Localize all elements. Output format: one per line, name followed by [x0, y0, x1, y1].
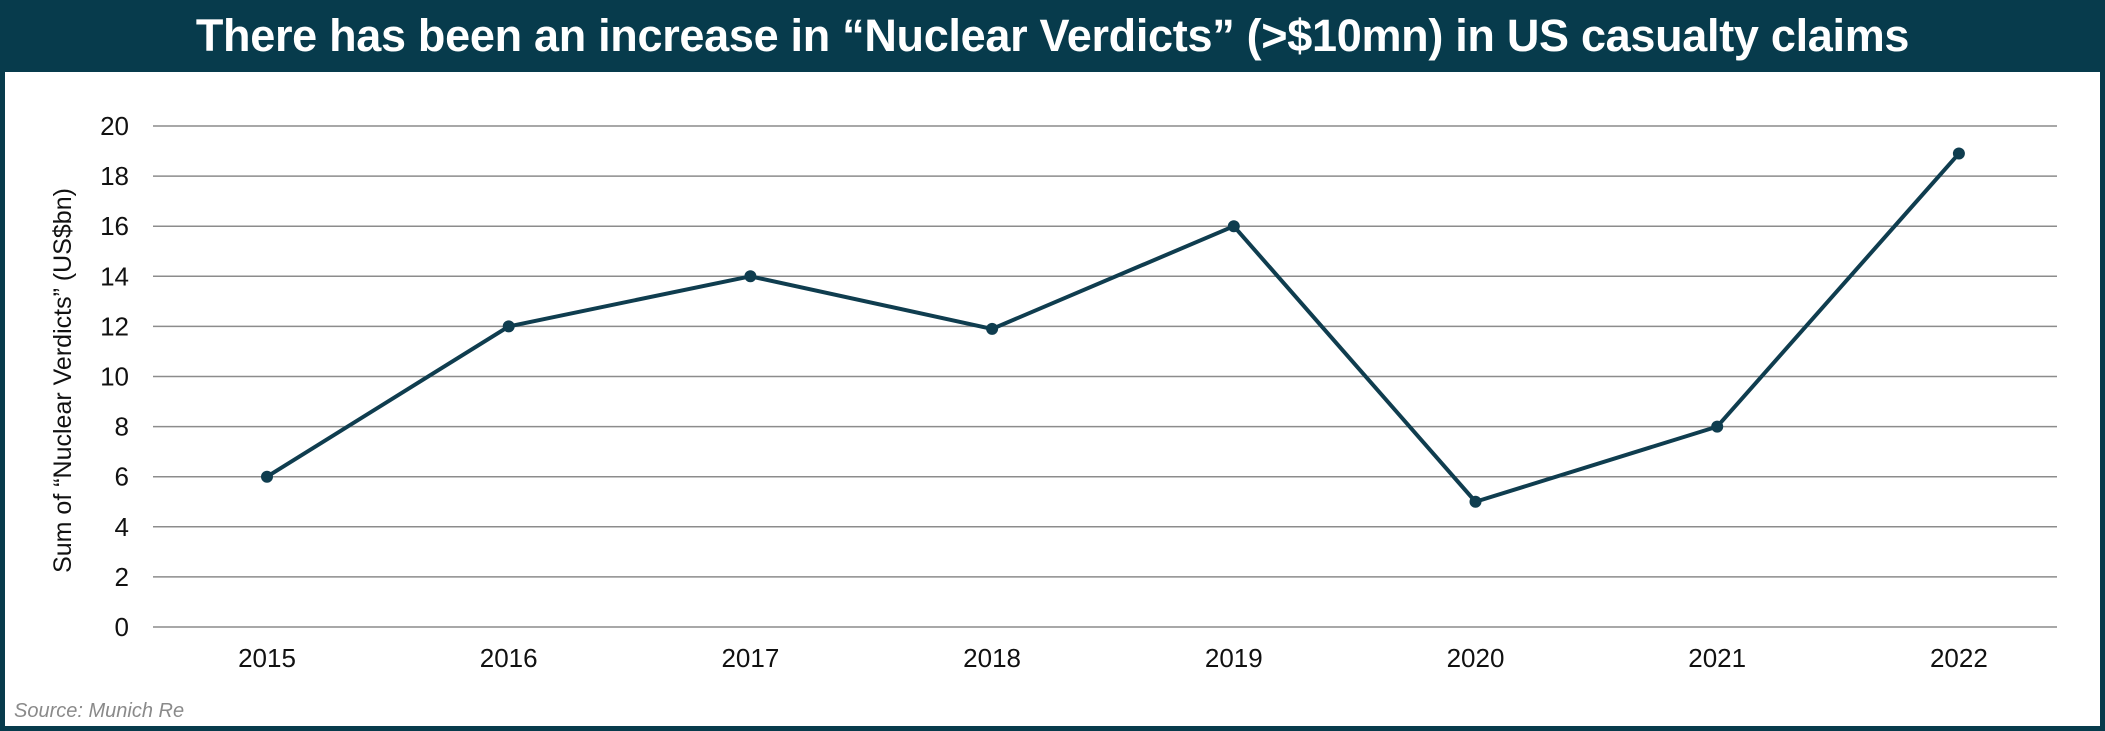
chart-title: There has been an increase in “Nuclear V…: [195, 10, 1910, 61]
x-tick-label: 2021: [1688, 643, 1746, 673]
y-tick-label: 0: [115, 612, 129, 642]
y-tick-label: 16: [100, 211, 129, 241]
x-tick-label: 2020: [1447, 643, 1505, 673]
y-tick-label: 14: [100, 261, 129, 291]
y-tick-label: 12: [100, 311, 129, 341]
x-tick-label: 2018: [963, 643, 1021, 673]
gridlines: [153, 125, 2057, 628]
data-point-2018: [986, 322, 999, 335]
y-axis-ticks: 0 2 4 6 8 10 12 14 16 18 20: [100, 111, 129, 642]
x-tick-label: 2017: [721, 643, 779, 673]
x-tick-label: 2022: [1930, 643, 1988, 673]
source-note: Source: Munich Re: [14, 700, 185, 722]
data-point-2016: [502, 320, 515, 333]
y-tick-label: 10: [100, 362, 129, 392]
x-axis-ticks: 2015 2016 2017 2018 2019 2020 2021 2022: [238, 643, 1988, 673]
data-point-2020: [1469, 495, 1482, 508]
y-axis-label: Sum of “Nuclear Verdicts” (US$bn): [49, 188, 77, 573]
x-tick-label: 2016: [480, 643, 538, 673]
y-tick-label: 2: [115, 562, 129, 592]
y-tick-label: 8: [115, 412, 129, 442]
series-layer: [261, 147, 1965, 508]
x-tick-label: 2019: [1205, 643, 1263, 673]
y-tick-label: 4: [115, 512, 129, 542]
chart-panel: [5, 72, 2100, 726]
data-point-2021: [1711, 420, 1724, 433]
data-point-2022: [1952, 147, 1965, 160]
title-bar: There has been an increase in “Nuclear V…: [0, 0, 2105, 72]
y-tick-label: 20: [100, 111, 129, 141]
data-point-2017: [744, 270, 757, 283]
y-tick-label: 6: [115, 462, 129, 492]
series-line: [265, 152, 1961, 504]
data-point-2019: [1227, 220, 1240, 233]
data-point-2015: [261, 470, 273, 483]
x-tick-label: 2015: [238, 643, 296, 673]
y-tick-label: 18: [100, 161, 129, 191]
